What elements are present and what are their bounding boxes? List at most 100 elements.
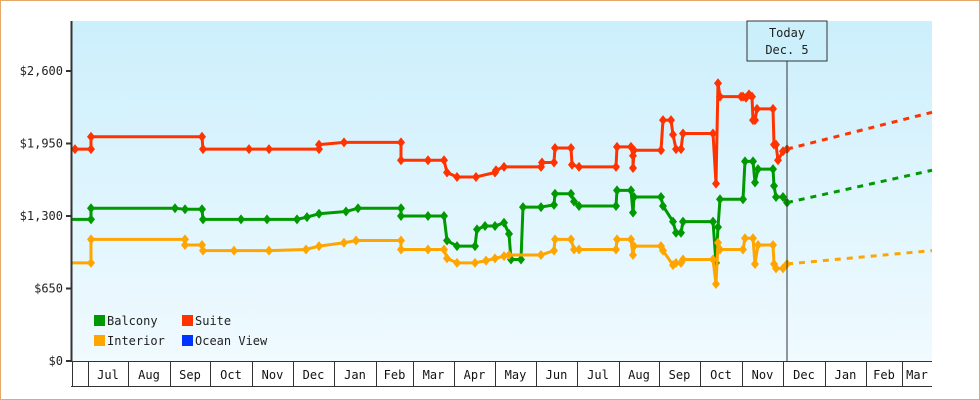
data-point[interactable] — [667, 115, 675, 126]
data-point[interactable] — [87, 257, 95, 268]
data-point[interactable] — [769, 164, 777, 175]
data-point[interactable] — [612, 200, 620, 211]
data-point[interactable] — [567, 188, 575, 199]
data-point[interactable] — [71, 144, 79, 155]
data-point[interactable] — [709, 254, 717, 265]
data-point[interactable] — [87, 144, 95, 155]
data-point[interactable] — [491, 221, 499, 232]
data-point[interactable] — [779, 192, 787, 203]
data-point[interactable] — [230, 245, 238, 256]
data-point[interactable] — [340, 137, 348, 148]
data-point[interactable] — [741, 156, 749, 167]
data-point[interactable] — [716, 91, 724, 102]
data-point[interactable] — [570, 196, 578, 207]
data-point[interactable] — [677, 144, 685, 155]
data-point[interactable] — [199, 144, 207, 155]
data-point[interactable] — [181, 204, 189, 215]
data-point[interactable] — [500, 161, 508, 172]
data-point[interactable] — [550, 199, 558, 210]
data-point[interactable] — [630, 241, 638, 252]
data-point[interactable] — [500, 217, 508, 228]
data-point[interactable] — [570, 244, 578, 255]
data-point[interactable] — [716, 244, 724, 255]
data-point[interactable] — [472, 171, 480, 182]
data-point[interactable] — [751, 177, 759, 188]
data-point[interactable] — [397, 244, 405, 255]
data-point[interactable] — [551, 142, 559, 153]
data-point[interactable] — [630, 145, 638, 156]
data-point[interactable] — [669, 216, 677, 227]
data-point[interactable] — [769, 103, 777, 114]
data-point[interactable] — [749, 233, 757, 244]
data-point[interactable] — [397, 235, 405, 246]
data-point[interactable] — [352, 235, 360, 246]
data-point[interactable] — [749, 156, 757, 167]
data-point[interactable] — [443, 253, 451, 264]
data-point[interactable] — [753, 103, 761, 114]
data-point[interactable] — [568, 159, 576, 170]
data-point[interactable] — [709, 128, 717, 139]
data-point[interactable] — [453, 171, 461, 182]
data-point[interactable] — [551, 234, 559, 245]
data-point[interactable] — [397, 211, 405, 221]
data-point[interactable] — [751, 258, 759, 269]
data-point[interactable] — [739, 194, 747, 205]
data-point[interactable] — [87, 214, 95, 225]
data-point[interactable] — [538, 157, 546, 168]
data-point[interactable] — [567, 234, 575, 245]
data-point[interactable] — [774, 155, 782, 166]
data-point[interactable] — [613, 141, 621, 152]
data-point[interactable] — [517, 254, 525, 265]
data-point[interactable] — [629, 207, 637, 218]
data-point[interactable] — [245, 144, 253, 155]
data-point[interactable] — [397, 155, 405, 166]
data-point[interactable] — [471, 257, 479, 268]
data-point[interactable] — [714, 78, 722, 89]
data-point[interactable] — [575, 244, 583, 255]
data-point[interactable] — [712, 178, 720, 189]
data-point[interactable] — [672, 144, 680, 155]
data-point[interactable] — [265, 144, 273, 155]
data-point[interactable] — [748, 91, 756, 102]
data-point[interactable] — [630, 192, 638, 203]
data-point[interactable] — [440, 244, 448, 255]
data-point[interactable] — [627, 234, 635, 245]
data-point[interactable] — [237, 214, 245, 225]
data-point[interactable] — [612, 161, 620, 172]
data-point[interactable] — [751, 115, 759, 126]
data-point[interactable] — [567, 142, 575, 153]
data-point[interactable] — [424, 155, 432, 166]
data-point[interactable] — [342, 206, 350, 217]
data-point[interactable] — [754, 164, 762, 175]
data-point[interactable] — [473, 224, 481, 235]
data-point[interactable] — [303, 212, 311, 223]
data-point[interactable] — [679, 254, 687, 265]
data-point[interactable] — [613, 234, 621, 245]
data-point[interactable] — [443, 235, 451, 246]
data-point[interactable] — [302, 244, 310, 255]
data-point[interactable] — [772, 139, 780, 150]
data-point[interactable] — [87, 203, 95, 214]
data-point[interactable] — [537, 250, 545, 261]
data-point[interactable] — [769, 240, 777, 250]
data-point[interactable] — [424, 211, 432, 221]
data-point[interactable] — [627, 185, 635, 196]
data-point[interactable] — [709, 216, 717, 227]
data-point[interactable] — [679, 216, 687, 227]
data-point[interactable] — [340, 237, 348, 248]
data-point[interactable] — [87, 131, 95, 142]
data-point[interactable] — [397, 203, 405, 214]
data-point[interactable] — [440, 155, 448, 166]
data-point[interactable] — [293, 214, 301, 225]
data-point[interactable] — [354, 203, 362, 214]
data-point[interactable] — [629, 250, 637, 261]
data-point[interactable] — [471, 241, 479, 252]
data-point[interactable] — [659, 115, 667, 126]
data-point[interactable] — [315, 208, 323, 219]
data-point[interactable] — [669, 129, 677, 140]
data-point[interactable] — [482, 255, 490, 266]
data-point[interactable] — [712, 279, 720, 290]
data-point[interactable] — [424, 244, 432, 255]
data-point[interactable] — [181, 234, 189, 245]
data-point[interactable] — [770, 180, 778, 191]
